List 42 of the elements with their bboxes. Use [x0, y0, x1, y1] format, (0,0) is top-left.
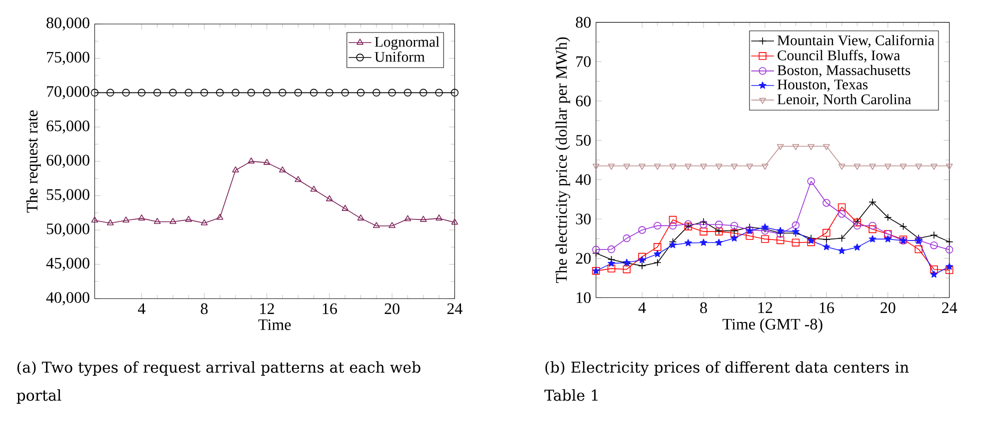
y-tick-label: 40 — [576, 174, 591, 186]
x-tick-label: 8 — [200, 303, 208, 314]
x-tick-label: 4 — [638, 302, 646, 313]
y-tick-label: 30 — [576, 214, 591, 224]
y-tick-label: 60,000 — [46, 154, 90, 168]
x-tick-label: 12 — [758, 302, 772, 313]
y-tick-label: 50 — [576, 134, 591, 146]
legend-label: Houston, Texas — [777, 80, 868, 92]
legend-label: Uniform — [374, 51, 425, 62]
y-tick-label: 80,000 — [46, 17, 90, 31]
y-tick-label: 70,000 — [47, 86, 90, 100]
text: (a) Two types of request arrival patterns at each web portal — [16, 361, 420, 404]
y-tick-label: 40,000 — [46, 292, 90, 306]
y-tick-label: 75,000 — [47, 52, 90, 65]
y-tick-label: 80 — [576, 16, 591, 28]
text: (b) Electricity prices of different data centers in Table 1 — [544, 361, 909, 401]
x-tick-label: 20 — [880, 302, 896, 314]
y-tick-label: 65,000 — [46, 120, 90, 134]
legend-label: Boston, Massachusetts — [777, 64, 910, 78]
y-tick-label: 10 — [576, 292, 591, 304]
y-axis-title: The electricity price (dollar per MWh) — [556, 37, 570, 283]
y-tick-label: 50,000 — [46, 223, 90, 237]
legend-label: Council Bluffs, Iowa — [778, 50, 900, 62]
y-tick-label: 60 — [576, 96, 591, 106]
legend-label: Lognormal — [374, 36, 440, 50]
y-tick-label: 20 — [576, 252, 591, 264]
x-tick-label: 24 — [942, 302, 958, 313]
legend-label: Lenoir, North Carolina — [777, 94, 912, 106]
x-tick-label: 12 — [260, 303, 274, 314]
y-tick-label: 45,000 — [46, 258, 90, 271]
x-axis-title: Time — [258, 319, 291, 330]
x-tick-label: 16 — [820, 302, 834, 314]
y-axis-title: The request rate — [26, 110, 41, 213]
x-tick-label: 24 — [447, 303, 462, 314]
x-tick-label: 8 — [700, 302, 707, 314]
x-axis-title: Time (GMT -8) — [722, 318, 822, 333]
x-tick-label: 4 — [138, 303, 146, 314]
x-tick-label: 20 — [384, 303, 400, 314]
x-tick-label: 16 — [322, 303, 337, 314]
y-tick-label: 70 — [576, 56, 591, 68]
y-tick-label: 55,000 — [46, 189, 90, 202]
legend-label: Mountain View, California — [777, 34, 934, 48]
